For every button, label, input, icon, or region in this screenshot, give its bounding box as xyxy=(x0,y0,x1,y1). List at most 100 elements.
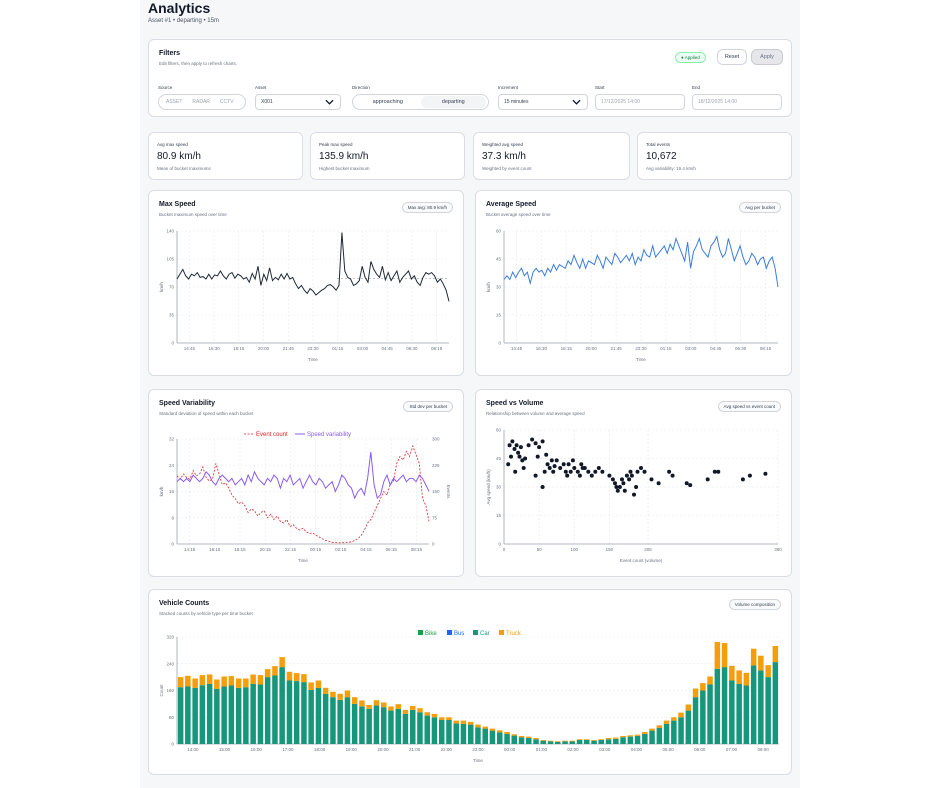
legend-label-bus: Bus xyxy=(454,631,464,637)
bar-car xyxy=(417,712,423,744)
scatter-point xyxy=(577,473,582,478)
bar-car xyxy=(359,706,365,744)
bar-car xyxy=(322,693,329,744)
x-tick-label: 06:30 xyxy=(735,346,747,351)
scatter-point xyxy=(523,456,528,461)
direction-selector[interactable]: approaching departing xyxy=(352,94,489,110)
x-tick-label: 14:45 xyxy=(511,346,523,351)
bar-truck xyxy=(381,702,387,708)
bar-truck xyxy=(620,736,626,738)
bar-truck xyxy=(446,717,452,720)
scatter-point xyxy=(570,458,575,463)
scatter-point xyxy=(516,450,521,455)
bar-truck xyxy=(642,732,648,734)
bar-car xyxy=(439,719,445,744)
bar-car xyxy=(214,688,220,744)
bar-truck xyxy=(424,712,430,716)
scatter-point xyxy=(547,466,552,470)
end-date-input[interactable]: 18/12/2025 14:00 xyxy=(692,94,782,110)
avg-speed-chart: 0 15 30 45 60 14:45 16:30 18:15 20:00 21:45 23:30 0… xyxy=(486,229,779,362)
bar-truck xyxy=(235,678,242,688)
scatter-point xyxy=(639,466,643,470)
scatter-point xyxy=(688,483,693,488)
legend-label-car: Car xyxy=(480,631,490,637)
scatter-point xyxy=(558,466,563,470)
x-tick-label: 03:00 xyxy=(685,346,697,351)
x-tick-label: 08:15 xyxy=(760,346,772,351)
scatter-point xyxy=(600,469,605,474)
x-tick-label: 390 xyxy=(774,547,782,552)
bar-car xyxy=(199,685,206,745)
bar-truck xyxy=(598,739,604,740)
source-selector[interactable]: ASSET RADAR CCTV xyxy=(158,94,246,110)
x-tick-label: 20:00 xyxy=(258,346,270,351)
x-tick-label: 16:30 xyxy=(536,346,548,351)
filters-subtitle: Edit filters, then apply to refresh char… xyxy=(159,61,238,66)
bar-truck xyxy=(663,720,670,724)
apply-button[interactable]: Apply xyxy=(751,49,783,65)
scatter-point xyxy=(634,485,639,489)
y-tick-label: 0 xyxy=(171,341,174,346)
bar-truck xyxy=(431,713,438,718)
y-tick-label: 45 xyxy=(496,456,502,461)
reset-button[interactable]: Reset xyxy=(717,49,747,65)
bar-car xyxy=(504,734,510,744)
scatter-point xyxy=(575,469,580,474)
scatter-point xyxy=(649,477,654,482)
x-tick-label: 22:15 xyxy=(285,547,297,552)
increment-select[interactable]: 15 minutes xyxy=(498,94,588,110)
bar-car xyxy=(460,723,467,744)
bar-car xyxy=(388,710,394,744)
bar-car xyxy=(692,697,699,744)
scatter-point xyxy=(620,477,624,482)
bar-truck xyxy=(497,730,503,733)
x-tick-label: 21:45 xyxy=(610,346,622,351)
scatter-point xyxy=(613,481,617,486)
source-option-radar[interactable]: RADAR xyxy=(192,99,210,105)
increment-label: Increment xyxy=(498,85,519,90)
bar-car xyxy=(729,680,735,744)
bar-truck xyxy=(533,738,539,740)
asset-select[interactable]: X001 xyxy=(255,94,341,110)
start-date-input[interactable]: 17/12/2025 14:00 xyxy=(595,94,685,110)
bar-truck xyxy=(707,676,713,685)
bar-truck xyxy=(526,736,532,738)
bar-car xyxy=(707,684,713,744)
bar-car xyxy=(330,697,336,744)
bar-truck xyxy=(504,732,510,734)
bar-truck xyxy=(468,721,474,725)
scatter-point xyxy=(563,469,568,474)
direction-option-departing[interactable]: departing xyxy=(420,96,486,108)
bar-truck xyxy=(765,665,771,678)
y-tick-label: 320 xyxy=(166,635,174,640)
x-tick-label: 14:15 xyxy=(184,547,196,552)
scatter-point xyxy=(530,437,535,442)
y-tick-label: 105 xyxy=(166,257,174,262)
chevron-down-icon xyxy=(572,99,581,105)
bar-car xyxy=(381,707,387,744)
avg-per-bucket-pill: Avg per bucket xyxy=(739,202,781,213)
bar-car xyxy=(366,708,372,744)
speed-vs-volume-card: Speed vs Volume Relationship between vol… xyxy=(475,389,792,577)
scatter-point xyxy=(627,477,632,482)
scatter-point xyxy=(518,445,523,450)
bar-truck xyxy=(308,682,314,690)
x-tick-label: 15:00 xyxy=(219,747,231,752)
direction-option-approaching[interactable]: approaching xyxy=(372,99,403,105)
avg-speed-line xyxy=(503,235,779,288)
bar-car xyxy=(743,685,750,744)
bar-truck xyxy=(279,657,285,668)
y-axis-label: km/h xyxy=(159,282,164,292)
bar-truck xyxy=(257,675,264,685)
start-label: Start xyxy=(595,85,605,90)
bar-car xyxy=(555,742,561,744)
scatter-point xyxy=(716,469,721,474)
bar-truck xyxy=(700,683,706,691)
bar-car xyxy=(235,687,242,744)
x-tick-label: 19:00 xyxy=(346,747,358,752)
scatter-point xyxy=(552,464,557,469)
bar-car xyxy=(547,741,554,744)
source-option-cctv[interactable]: CCTV xyxy=(219,99,234,105)
source-option-asset[interactable]: ASSET xyxy=(166,99,183,105)
y2-axis-label: Events xyxy=(446,485,451,500)
